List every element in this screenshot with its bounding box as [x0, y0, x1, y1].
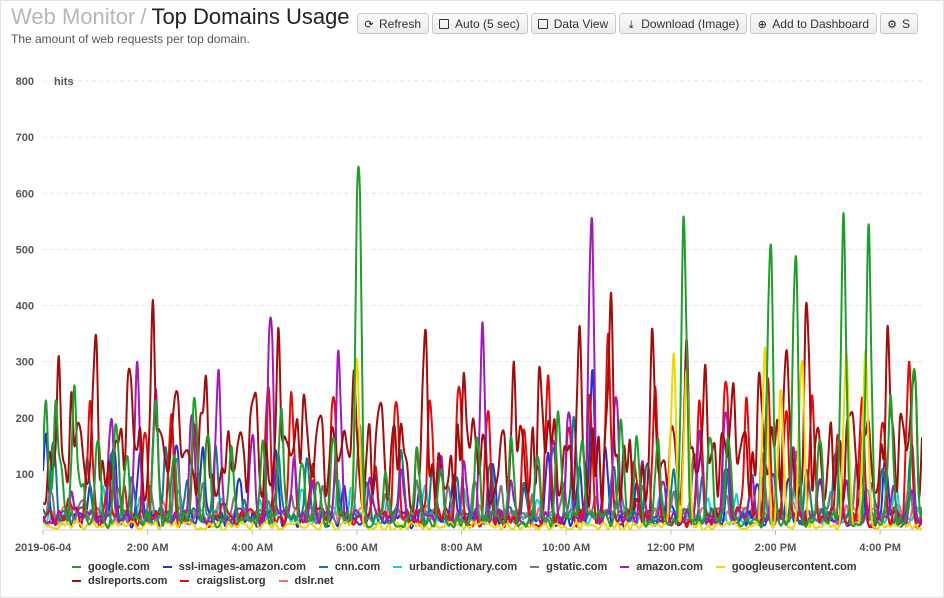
- x-tick-label: 2019-06-04: [15, 542, 72, 554]
- legend-label: cnn.com: [334, 561, 381, 573]
- legend-swatch: [530, 566, 540, 569]
- y-tick-label: 800: [16, 76, 34, 88]
- legend-item[interactable]: google.com: [72, 560, 150, 574]
- legend-swatch: [278, 580, 288, 583]
- refresh-icon: ⟳: [364, 19, 374, 31]
- legend-item[interactable]: dslreports.com: [72, 574, 167, 588]
- legend-label: dslreports.com: [88, 575, 168, 587]
- auto-refresh-toggle-label: Auto (5 sec): [455, 17, 520, 31]
- x-tick-label: 2:00 AM: [127, 542, 169, 554]
- x-tick-label: 10:00 AM: [542, 542, 590, 554]
- x-tick-label: 12:00 PM: [647, 542, 695, 554]
- legend-item[interactable]: cnn.com: [318, 560, 381, 574]
- legend-label: google.com: [88, 561, 150, 573]
- legend-swatch: [72, 566, 81, 569]
- legend-label: dslr.net: [294, 575, 334, 587]
- toolbar: ⟳ Refresh Auto (5 sec) Data View ⤓ Download (…: [357, 13, 921, 37]
- y-axis-label: hits: [54, 76, 74, 88]
- legend-swatch: [393, 566, 403, 569]
- plus-circle-icon: ⊕: [757, 19, 767, 31]
- legend-swatch: [72, 580, 81, 583]
- legend-label: googleusercontent.com: [731, 561, 857, 573]
- y-tick-label: 200: [16, 413, 34, 425]
- legend-item[interactable]: ssl-images-amazon.com: [162, 560, 306, 574]
- chart-legend: google.com ssl-images-amazon.com cnn.com ur…: [72, 560, 932, 588]
- legend-label: craigslist.org: [196, 575, 266, 587]
- legend-label: urbandictionary.com: [409, 561, 518, 573]
- settings-button-label: S: [902, 17, 911, 31]
- download-image-button-label: Download (Image): [641, 17, 740, 31]
- refresh-button-label: Refresh: [379, 17, 422, 31]
- line-chart: 100 200 300 400 500 600 700 800 hits 2019-06-04 2:…: [15, 76, 922, 554]
- legend-swatch: [620, 566, 630, 569]
- legend-swatch: [180, 580, 190, 583]
- breadcrumb-separator: /: [140, 4, 147, 29]
- series-line-googleusercontent-com: [43, 346, 922, 530]
- legend-label: amazon.com: [636, 561, 703, 573]
- settings-button[interactable]: ⚙ S: [880, 13, 919, 34]
- y-tick-label: 700: [16, 132, 34, 144]
- x-tick-label: 2:00 PM: [755, 542, 797, 554]
- add-to-dashboard-button[interactable]: ⊕ Add to Dashboard: [750, 13, 877, 34]
- legend-swatch: [162, 566, 172, 569]
- legend-item[interactable]: amazon.com: [620, 560, 703, 574]
- download-icon: ⤓: [628, 19, 634, 31]
- y-tick-label: 400: [16, 301, 34, 313]
- add-to-dashboard-button-label: Add to Dashboard: [772, 17, 869, 31]
- page-heading: Top Domains Usage: [151, 4, 350, 29]
- legend-swatch: [715, 566, 725, 569]
- y-tick-label: 500: [16, 244, 34, 256]
- refresh-button[interactable]: ⟳ Refresh: [357, 13, 430, 34]
- series-line-google-com: [43, 165, 922, 529]
- legend-item[interactable]: urbandictionary.com: [393, 560, 517, 574]
- legend-swatch: [318, 566, 328, 569]
- breadcrumb-root[interactable]: Web Monitor: [11, 4, 136, 29]
- y-tick-label: 300: [16, 357, 34, 369]
- y-tick-label: 100: [16, 469, 34, 481]
- x-tick-label: 4:00 AM: [231, 542, 273, 554]
- legend-item[interactable]: craigslist.org: [180, 574, 266, 588]
- legend-label: gstatic.com: [546, 561, 608, 573]
- series-line-amazon-com: [43, 216, 922, 528]
- legend-label: ssl-images-amazon.com: [178, 561, 306, 573]
- checkbox-icon: [439, 19, 450, 29]
- x-tick-label: 4:00 PM: [859, 542, 901, 554]
- x-tick-label: 8:00 AM: [441, 542, 483, 554]
- data-view-toggle-label: Data View: [553, 17, 609, 31]
- page-title: Web Monitor / Top Domains Usage: [11, 4, 350, 30]
- gear-icon: ⚙: [887, 19, 897, 31]
- legend-item[interactable]: googleusercontent.com: [715, 560, 857, 574]
- legend-item[interactable]: dslr.net: [278, 574, 334, 588]
- checkbox-icon: [537, 19, 548, 29]
- legend-item[interactable]: gstatic.com: [530, 560, 607, 574]
- data-view-toggle[interactable]: Data View: [530, 13, 617, 34]
- x-tick-label: 6:00 AM: [336, 542, 378, 554]
- y-tick-label: 600: [16, 188, 34, 200]
- download-image-button[interactable]: ⤓ Download (Image): [619, 13, 748, 34]
- auto-refresh-toggle[interactable]: Auto (5 sec): [432, 13, 528, 34]
- page-subtitle: The amount of web requests per top domai…: [11, 32, 250, 46]
